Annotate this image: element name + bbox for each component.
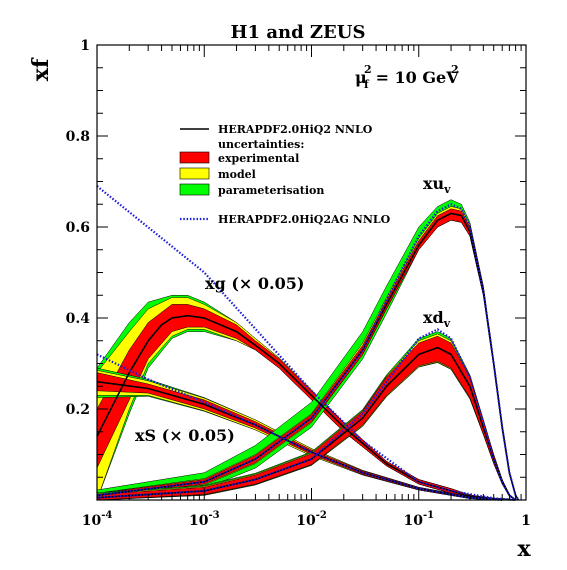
uncertainty-bands <box>96 199 519 501</box>
scale-mu: μ <box>355 68 367 87</box>
y-tick-label: 1 <box>80 38 90 54</box>
label-xs: xS (× 0.05) <box>135 426 235 445</box>
scale-value: = 10 GeV <box>370 68 459 87</box>
alternative-curves <box>96 185 520 502</box>
label-xg: xg (× 0.05) <box>205 274 304 293</box>
scale-sub: f <box>364 78 370 91</box>
label-xdv: xdv <box>423 308 451 330</box>
scale-annotation: μ f 2 = 10 GeV 2 <box>355 63 459 91</box>
legend-uncertainties-label: uncertainties: <box>218 138 304 151</box>
y-tick-label: 0.2 <box>66 402 90 418</box>
xg-central-curve <box>96 314 516 501</box>
y-tick-label: 0.8 <box>66 129 90 145</box>
xuv-central-curve <box>96 212 520 501</box>
legend-central-label: HERAPDF2.0HiQ2 NNLO <box>218 123 373 136</box>
xg-alternative-curve <box>96 185 516 502</box>
xdv-central-curve <box>96 346 517 501</box>
x-tick-label: 10-4 <box>82 510 113 529</box>
x-tick-label: 10-1 <box>403 510 434 529</box>
x-tick-label: 10-3 <box>189 510 220 529</box>
legend-experimental-label: experimental <box>218 152 299 165</box>
chart-title: H1 and ZEUS <box>231 22 366 43</box>
y-tick-label: 0.6 <box>66 220 90 236</box>
legend-swatch-model <box>179 167 210 180</box>
xs-alternative-curve <box>96 353 503 502</box>
xg-experimental-band <box>96 304 516 501</box>
x-axis-ticks: 10-4 10-3 10-2 10-1 1 <box>82 45 531 529</box>
scale-unit-sup: 2 <box>451 63 459 76</box>
legend-swatch-parameterisation <box>179 183 210 196</box>
x-tick-label: 1 <box>521 513 531 529</box>
scale-sup: 2 <box>364 63 372 76</box>
y-tick-label: 0.4 <box>66 311 91 327</box>
x-axis-label: x <box>517 536 531 562</box>
legend-alternative-label: HERAPDF2.0HiQ2AG NNLO <box>218 213 391 226</box>
xuv-alternative-curve <box>96 203 520 501</box>
curve-labels: xg (× 0.05) xS (× 0.05) xuv xdv <box>135 174 451 445</box>
x-tick-label: 10-2 <box>296 510 327 529</box>
y-axis-label: xf <box>28 57 54 81</box>
label-xuv: xuv <box>423 174 451 196</box>
legend: HERAPDF2.0HiQ2 NNLO uncertainties: exper… <box>179 123 391 226</box>
xdv-alternative-curve <box>96 328 517 501</box>
y-axis-ticks: 0.2 0.4 0.6 0.8 1 <box>66 38 526 501</box>
legend-model-label: model <box>218 168 256 181</box>
legend-parameterisation-label: parameterisation <box>218 184 324 197</box>
legend-swatch-experimental <box>179 151 210 164</box>
